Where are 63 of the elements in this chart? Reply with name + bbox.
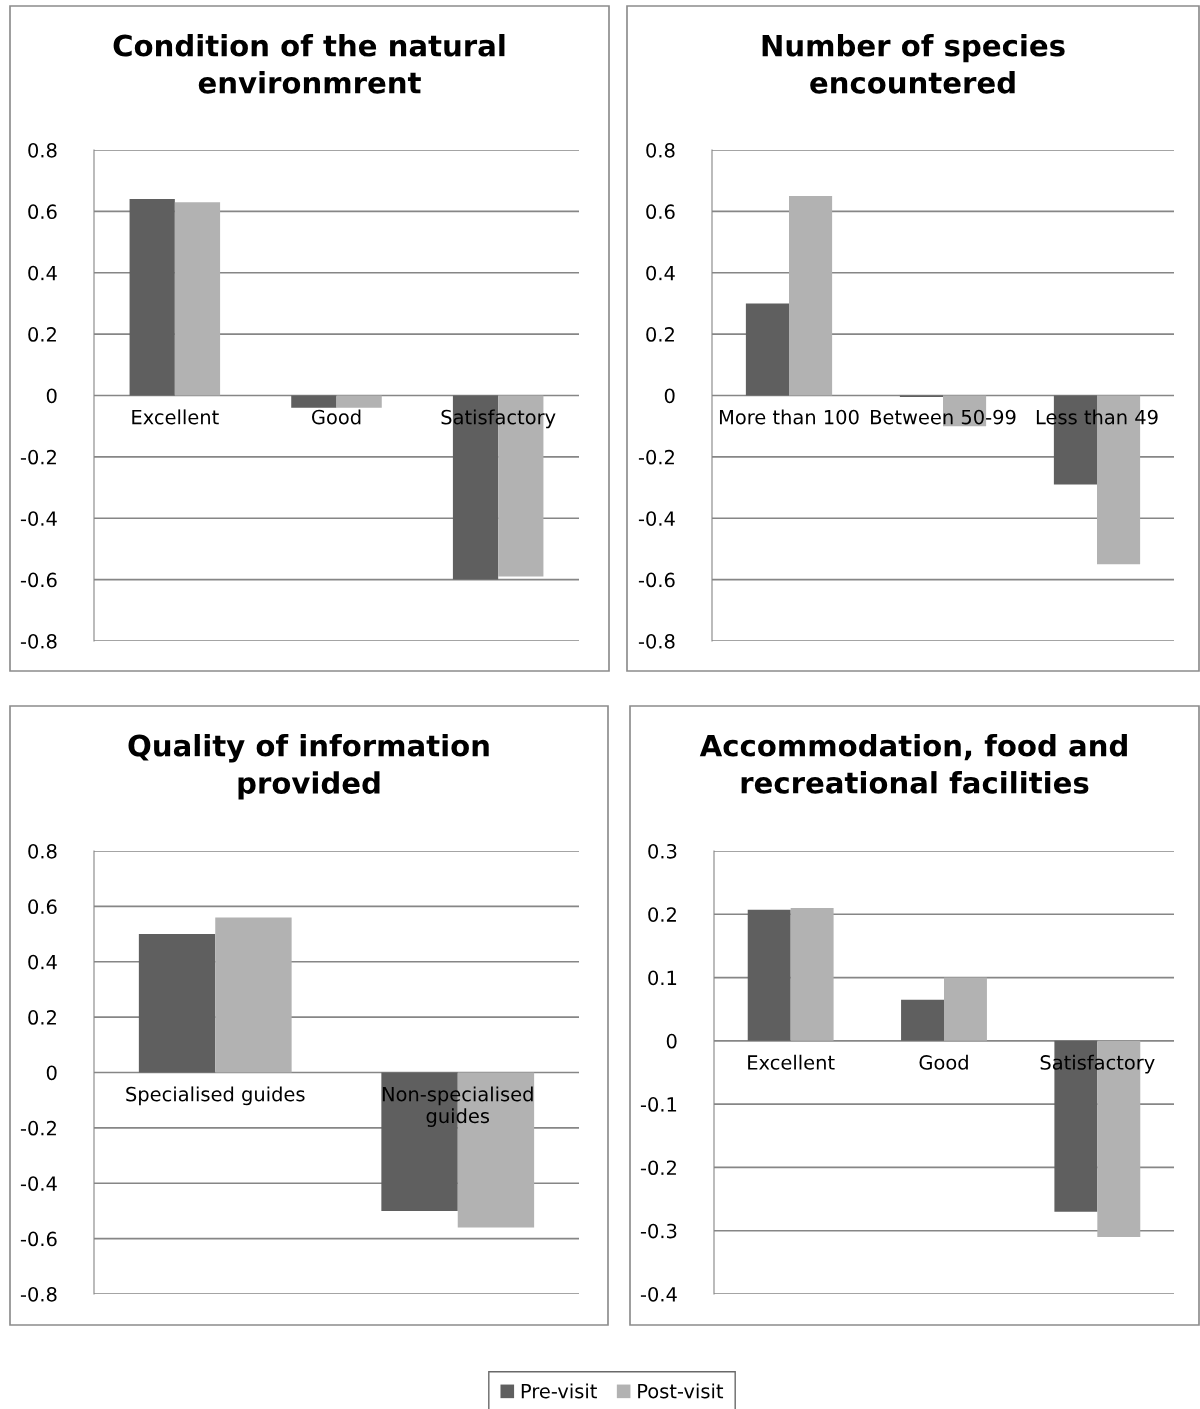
chart-title: Condition of the natural environmrent xyxy=(113,34,505,94)
y-tick-label: 0.2 xyxy=(646,327,674,342)
x-tick-label: More than 100 xyxy=(719,409,859,425)
y-tick-label: 0 xyxy=(46,1065,57,1081)
y-tick-label: 0.4 xyxy=(28,265,57,281)
y-tick-label: -0.4 xyxy=(640,1286,677,1302)
x-tick-label: Between 50-99 xyxy=(871,409,1016,425)
x-tick-label: Satisfactory xyxy=(1040,1054,1155,1074)
bar xyxy=(747,909,791,1041)
y-tick-label: 0.6 xyxy=(646,204,675,220)
legend-label: Post-visit xyxy=(638,1383,724,1399)
x-tick-label: Satisfactory xyxy=(441,409,556,429)
y-tick-label: 0.4 xyxy=(28,954,57,970)
bar xyxy=(129,199,175,396)
y-tick-label: 0.2 xyxy=(28,1010,56,1025)
y-tick-label: 0.8 xyxy=(28,843,57,859)
y-tick-label: 0.2 xyxy=(28,327,56,342)
y-tick-label: -0.3 xyxy=(640,1223,677,1239)
bar xyxy=(790,907,834,1041)
y-tick-label: -0.4 xyxy=(638,511,675,526)
y-tick-label: -0.8 xyxy=(20,1286,57,1302)
legend-label: Pre-visit xyxy=(521,1383,597,1399)
y-tick-label: 0 xyxy=(664,388,675,404)
y-tick-label: -0.6 xyxy=(20,1231,57,1247)
y-tick-label: -0.2 xyxy=(640,1160,676,1176)
y-tick-label: -0.4 xyxy=(20,1176,57,1191)
y-tick-label: 0.6 xyxy=(28,204,57,220)
bar xyxy=(745,303,789,396)
y-tick-label: -0.2 xyxy=(20,1120,56,1136)
y-tick-label: 0.8 xyxy=(28,142,57,158)
x-tick-label: Specialised guides xyxy=(126,1086,305,1106)
y-tick-label: -0.2 xyxy=(20,449,56,465)
bar xyxy=(291,395,337,408)
chart-title: Number of species encountered xyxy=(762,34,1065,94)
y-tick-label: -0.4 xyxy=(20,511,57,526)
x-tick-label: Excellent xyxy=(748,1054,835,1070)
x-tick-label: Good xyxy=(311,409,361,425)
y-tick-label: 0.3 xyxy=(648,843,677,859)
y-tick-label: 0.6 xyxy=(28,899,57,915)
bar xyxy=(138,934,216,1073)
x-tick-label: Non-specialised guides xyxy=(382,1086,533,1127)
x-tick-label: Good xyxy=(919,1054,968,1070)
bar xyxy=(336,395,382,408)
y-tick-label: -0.2 xyxy=(638,449,674,465)
bar xyxy=(789,196,833,396)
y-tick-label: 0 xyxy=(666,1033,677,1049)
y-tick-label: -0.8 xyxy=(638,633,675,649)
y-tick-label: -0.8 xyxy=(20,633,57,649)
bar xyxy=(215,917,292,1073)
chart-title: Quality of information provided xyxy=(128,734,489,800)
y-tick-label: -0.6 xyxy=(638,572,675,588)
y-tick-label: -0.6 xyxy=(20,572,57,588)
y-tick-label: 0.8 xyxy=(646,142,675,158)
bar xyxy=(901,999,944,1041)
y-tick-label: -0.1 xyxy=(640,1097,677,1112)
y-tick-label: 0.1 xyxy=(648,970,677,986)
bar xyxy=(174,202,221,396)
y-tick-label: 0.4 xyxy=(646,265,675,281)
x-tick-label: Excellent xyxy=(132,409,219,425)
bar xyxy=(944,977,987,1041)
chart-title: Accommodation, food and recreational facilities xyxy=(699,734,1127,794)
y-tick-label: 0.2 xyxy=(648,907,676,922)
y-tick-label: 0 xyxy=(46,388,57,404)
